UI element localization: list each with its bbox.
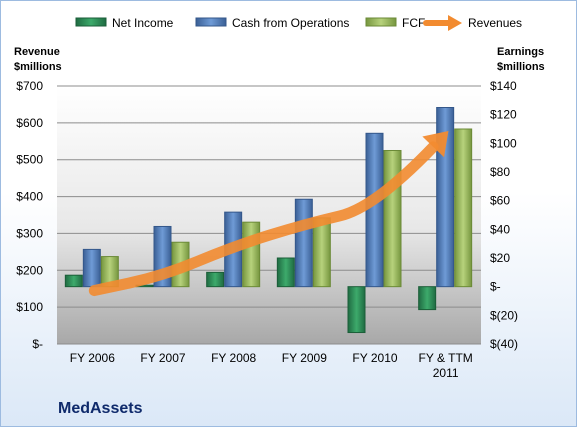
left-tick-label: $300: [16, 226, 43, 240]
legend-swatch-1: [195, 17, 227, 27]
left-axis-title: Revenue $millions: [14, 46, 62, 73]
right-tick-label: $(20): [490, 308, 518, 322]
left-tick-label: $500: [16, 153, 43, 167]
bar-fcf-4: [383, 150, 402, 288]
bar-fcf-2: [242, 221, 261, 288]
right-tick-label: $120: [490, 108, 517, 122]
left-tick-label: $700: [16, 79, 43, 93]
right-tick-label: $100: [490, 136, 517, 150]
legend-swatch-2: [365, 17, 397, 27]
bar-cash-from-operations-0: [82, 248, 101, 288]
left-axis-ticks: $- $100 $200 $300 $400 $500 $600 $700: [16, 79, 43, 351]
right-tick-label: $-: [490, 280, 501, 294]
legend-label-2: FCF: [402, 16, 425, 30]
chart-title: MedAssets: [58, 400, 143, 417]
x-tick-label: FY 2007: [140, 351, 185, 365]
bar-net-income-0: [64, 274, 83, 288]
left-tick-label: $400: [16, 190, 43, 204]
plot-area: [57, 86, 481, 344]
x-tick-label: FY 2006: [70, 351, 115, 365]
legend: Net Income Cash from Operations FCF Revenue…: [75, 15, 522, 31]
legend-label-1: Cash from Operations: [232, 16, 349, 30]
revenue-arrowhead: [422, 131, 449, 158]
bar-net-income-4: [347, 286, 366, 334]
bar-cash-from-operations-3: [294, 198, 313, 288]
revenue-line: [88, 141, 439, 297]
legend-swatch-0: [75, 17, 107, 27]
x-tick-label: FY 2010: [352, 351, 397, 365]
revenue-arrow: [88, 131, 449, 297]
bar-net-income-2: [206, 271, 225, 288]
right-tick-label: $60: [490, 194, 510, 208]
x-tick-label: FY 2008: [211, 351, 256, 365]
bar-fcf-3: [312, 217, 331, 288]
left-tick-label: $100: [16, 300, 43, 314]
left-tick-label: $-: [32, 337, 43, 351]
bar-fcf-5: [454, 128, 473, 288]
bar-cash-from-operations-4: [365, 132, 384, 288]
legend-arrowhead: [448, 15, 462, 31]
x-axis-ticks: FY 2006 FY 2007 FY 2008 FY 2009 FY 2010 FY & …: [70, 351, 473, 380]
legend-label-3: Revenues: [468, 16, 522, 30]
legend-label-0: Net Income: [112, 16, 174, 30]
left-tick-label: $200: [16, 263, 43, 277]
left-tick-label: $600: [16, 116, 43, 130]
right-axis-ticks: $(40) $(20) $- $20 $40 $60 $80 $100 $120 $140: [490, 79, 518, 351]
grid-lines: [57, 85, 481, 345]
right-tick-label: $20: [490, 251, 510, 265]
bar-net-income-3: [276, 257, 295, 288]
x-tick-label: FY & TTM 2011: [419, 351, 473, 380]
right-tick-label: $80: [490, 165, 510, 179]
x-tick-label: FY 2009: [282, 351, 327, 365]
right-tick-label: $40: [490, 222, 510, 236]
right-axis-title: Earnings $millions: [497, 46, 545, 73]
right-tick-label: $(40): [490, 337, 518, 351]
bar-net-income-5: [418, 286, 437, 311]
right-tick-label: $140: [490, 79, 517, 93]
